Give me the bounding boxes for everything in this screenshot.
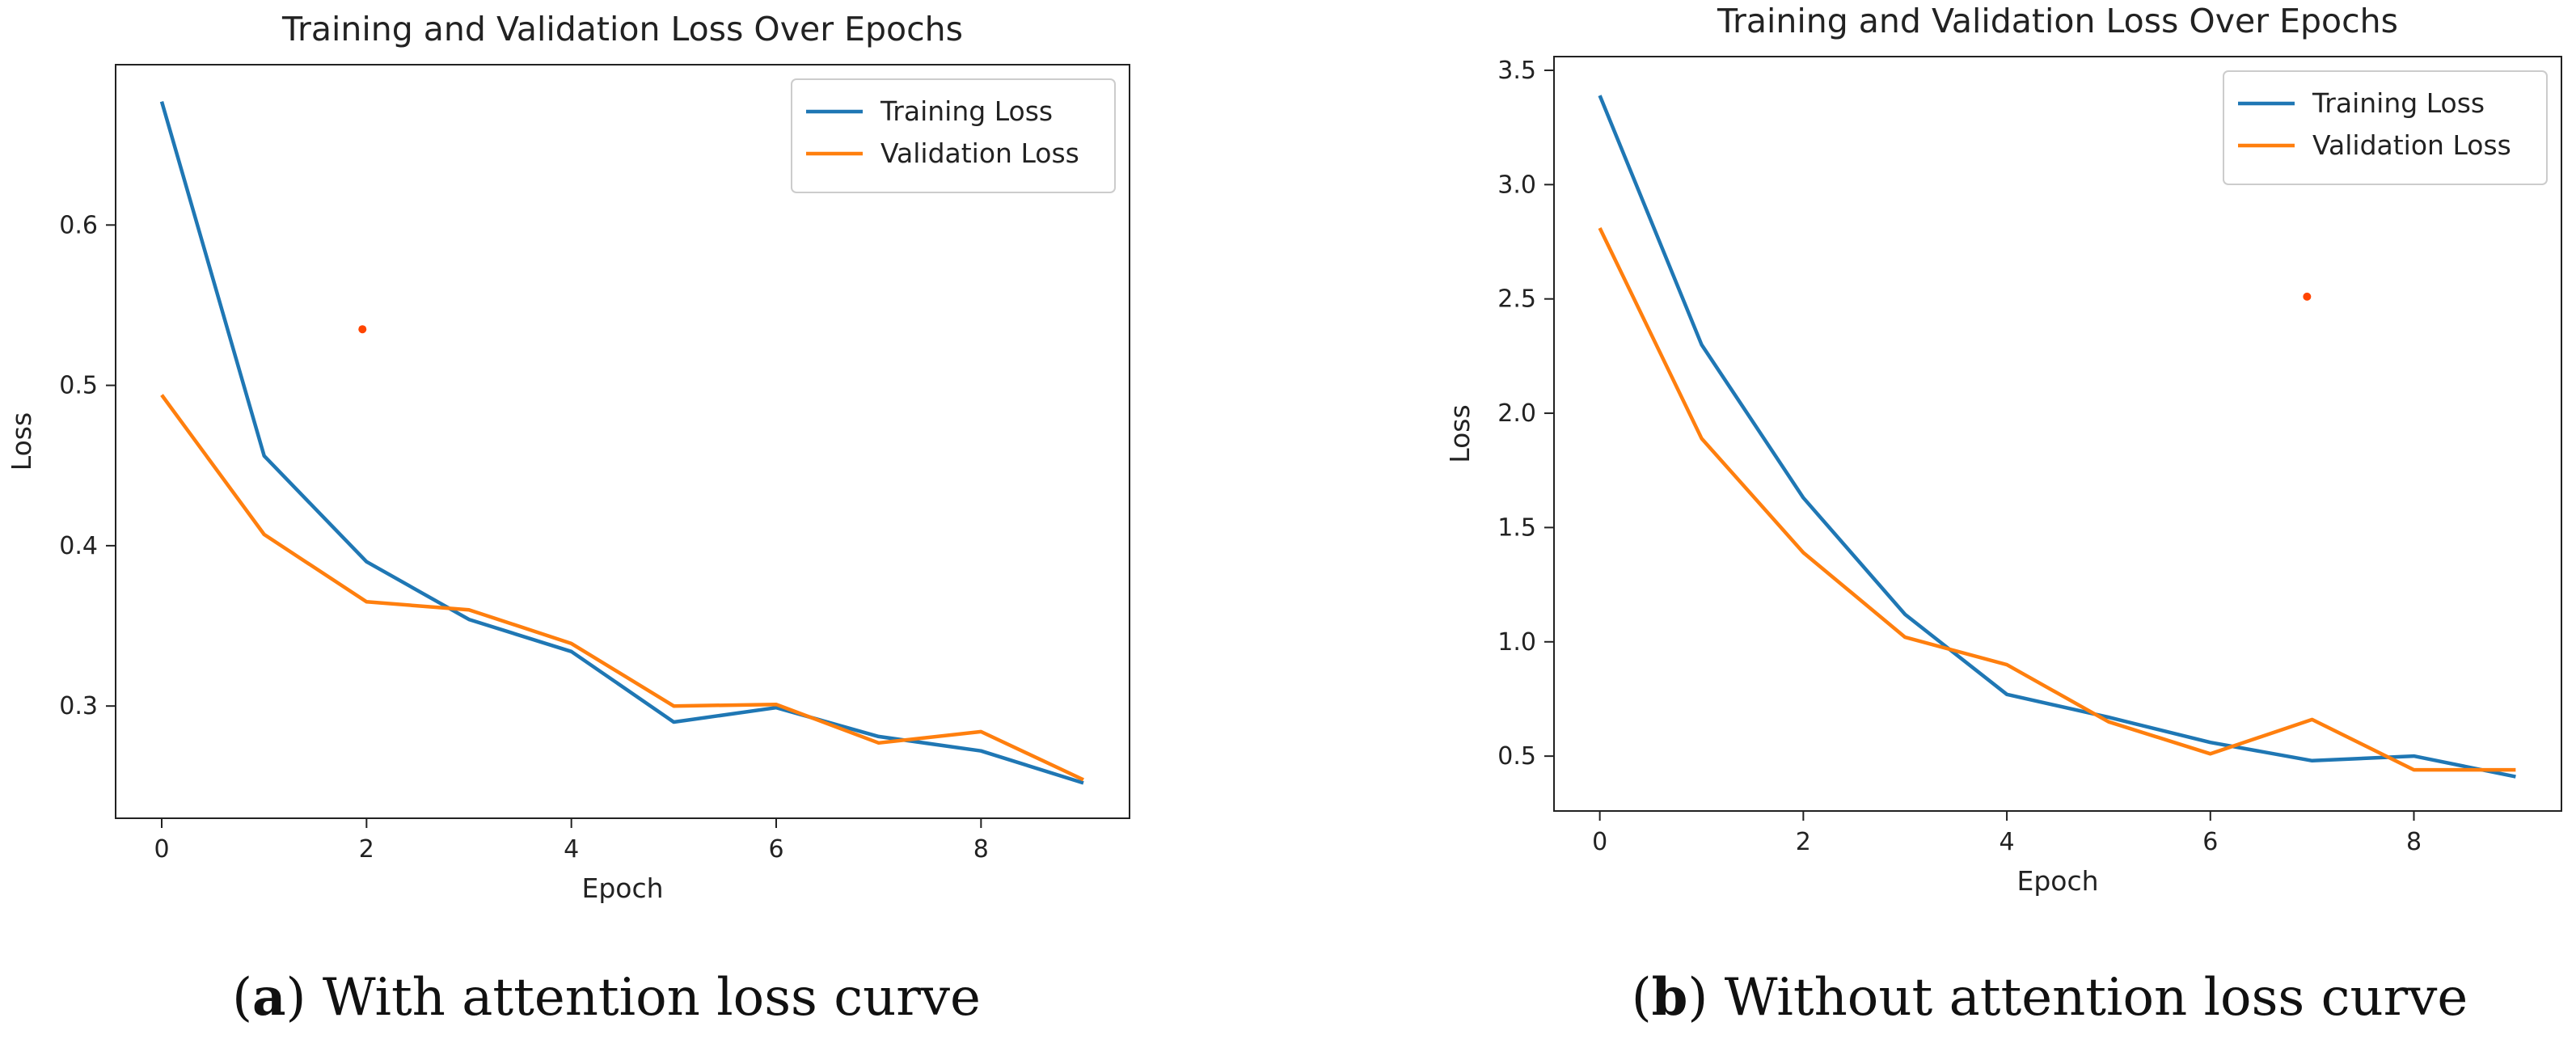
legend-label: Validation Loss (2312, 129, 2511, 161)
plot-frame (115, 64, 1130, 819)
caption-text: Without attention loss curve (1708, 968, 2468, 1028)
legend: Training Loss Validation Loss (791, 78, 1116, 193)
stray-dot (2303, 292, 2312, 301)
caption-paren-open: ( (232, 968, 252, 1028)
y-tick-label: 0.6 (59, 211, 98, 239)
x-tick-label: 8 (2406, 828, 2422, 856)
caption-paren-close: ) (286, 968, 306, 1028)
caption-paren-close: ) (1687, 968, 1708, 1028)
x-tick-label: 8 (973, 835, 989, 864)
validation-loss-line (160, 394, 1084, 782)
x-tick-label: 2 (1796, 828, 1811, 856)
chart-title: Training and Validation Loss Over Epochs (1717, 2, 2398, 40)
chart-title: Training and Validation Loss Over Epochs (281, 10, 963, 49)
y-tick-label: 0.3 (59, 692, 98, 720)
y-tick-label: 0.5 (1497, 742, 1536, 771)
training-loss-line (159, 100, 1084, 785)
plot-frame (1553, 56, 2562, 812)
y-tick-label: 3.0 (1497, 171, 1536, 199)
x-tick-label: 4 (564, 835, 579, 864)
x-tick-label: 0 (1592, 828, 1607, 856)
x-tick-label: 0 (154, 835, 169, 864)
legend-label: Validation Loss (880, 137, 1079, 169)
chart-without-attention: Training and Validation Loss Over Epochs… (1444, 2, 2562, 1028)
x-tick-label: 6 (768, 835, 783, 864)
y-axis-label: Loss (6, 412, 37, 471)
y-tick-label: 1.5 (1497, 513, 1536, 542)
y-tick-label: 1.0 (1497, 628, 1536, 657)
legend: Training Loss Validation Loss (2223, 70, 2548, 185)
y-axis-label: Loss (1444, 404, 1476, 462)
caption-text: With attention loss curve (306, 968, 980, 1028)
legend-label: Training Loss (2312, 87, 2485, 119)
figure-caption: (a) With attention loss curve (232, 967, 981, 1028)
y-tick-label: 3.5 (1497, 57, 1536, 85)
caption-label: b (1652, 967, 1688, 1028)
x-tick-label: 2 (359, 835, 374, 864)
x-axis-label: Epoch (581, 872, 663, 904)
y-tick-label: 2.5 (1497, 285, 1536, 314)
x-tick-label: 4 (2000, 828, 2015, 856)
legend-box (791, 78, 1116, 193)
x-tick-label: 6 (2202, 828, 2218, 856)
stray-dot (358, 325, 367, 334)
y-tick-label: 0.5 (59, 372, 98, 400)
validation-loss-line (1598, 227, 2516, 772)
x-axis-label: Epoch (2016, 865, 2098, 897)
y-tick-label: 0.4 (59, 532, 98, 560)
legend-box (2223, 70, 2548, 185)
y-tick-label: 2.0 (1497, 399, 1536, 428)
caption-label: a (252, 967, 285, 1028)
caption-paren-open: ( (1632, 968, 1652, 1028)
figure-caption: (b) Without attention loss curve (1632, 967, 2468, 1028)
training-loss-line (1598, 95, 2516, 779)
legend-label: Training Loss (880, 95, 1053, 127)
chart-with-attention: Training and Validation Loss Over Epochs… (6, 10, 1130, 1028)
